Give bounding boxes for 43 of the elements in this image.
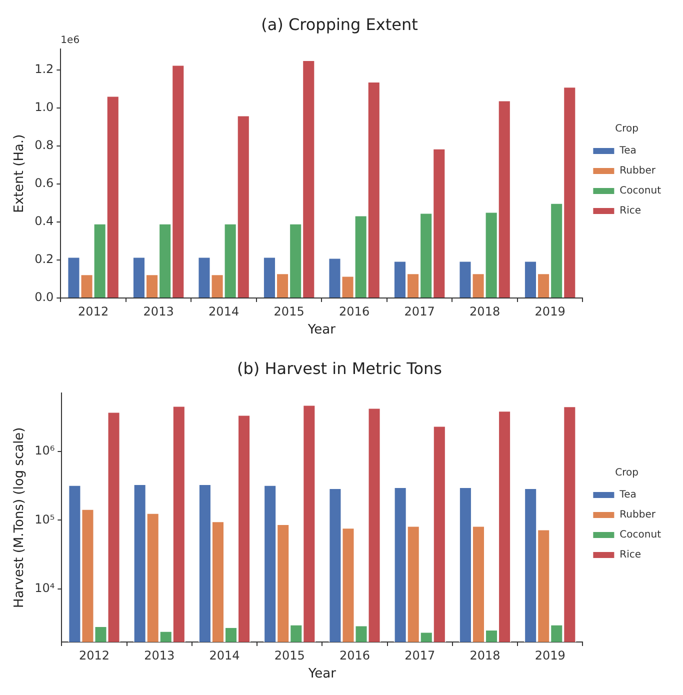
y-tick-label: 0.8 (34, 138, 54, 152)
legend-label: Rubber (620, 166, 656, 177)
y-tick-label: 1.2 (34, 62, 54, 76)
x-tick-label: 2016 (339, 648, 370, 662)
legend-label: Coconut (620, 530, 662, 541)
x-tick-label: 2014 (209, 648, 240, 662)
legend-title: Crop (615, 124, 639, 135)
y-axis-title: Extent (Ha.) (12, 134, 28, 213)
legend-label: Rubber (620, 510, 656, 521)
x-tick-label: 2017 (404, 304, 435, 318)
y-tick-label: 10⁴ (34, 581, 55, 596)
legend-label: Tea (618, 490, 636, 501)
legend-label: Rice (620, 550, 642, 561)
legend-label: Tea (618, 146, 636, 157)
x-tick-label: 2015 (274, 304, 304, 318)
y-tick-label: 0.2 (34, 252, 54, 266)
x-tick-label: 2018 (470, 304, 500, 318)
x-tick-label: 2012 (78, 648, 110, 662)
legend-label: Rice (620, 206, 642, 217)
chart-title: (a) Cropping Extent (261, 14, 418, 34)
y-axis-title: Harvest (M.Tons) (log scale) (12, 427, 28, 608)
x-tick-label: 2019 (534, 304, 566, 318)
y-tick-label: 0.0 (34, 290, 54, 304)
x-axis-title: Year (307, 666, 337, 682)
y-tick-label: 1.0 (34, 100, 54, 114)
x-tick-label: 2013 (143, 304, 174, 318)
x-tick-label: 2018 (470, 648, 500, 662)
y-tick-label: 0.6 (34, 176, 54, 190)
y-tick-label: 10⁵ (34, 512, 55, 526)
x-tick-label: 2019 (534, 648, 566, 662)
text: 1e6 (60, 34, 80, 46)
y-tick-label: 0.4 (34, 214, 54, 228)
x-tick-label: 2012 (78, 304, 109, 318)
x-tick-label: 2013 (144, 648, 175, 662)
legend-title: Crop (615, 468, 639, 479)
x-tick-label: 2017 (404, 648, 436, 662)
x-axis-title: Year (306, 322, 336, 338)
x-tick-label: 2015 (274, 648, 305, 662)
chart-title: (b) Harvest in Metric Tons (237, 358, 442, 378)
x-tick-label: 2014 (208, 304, 240, 318)
legend-label: Coconut (620, 186, 662, 197)
y-tick-label: 10⁶ (34, 443, 55, 458)
x-tick-label: 2016 (339, 304, 370, 318)
